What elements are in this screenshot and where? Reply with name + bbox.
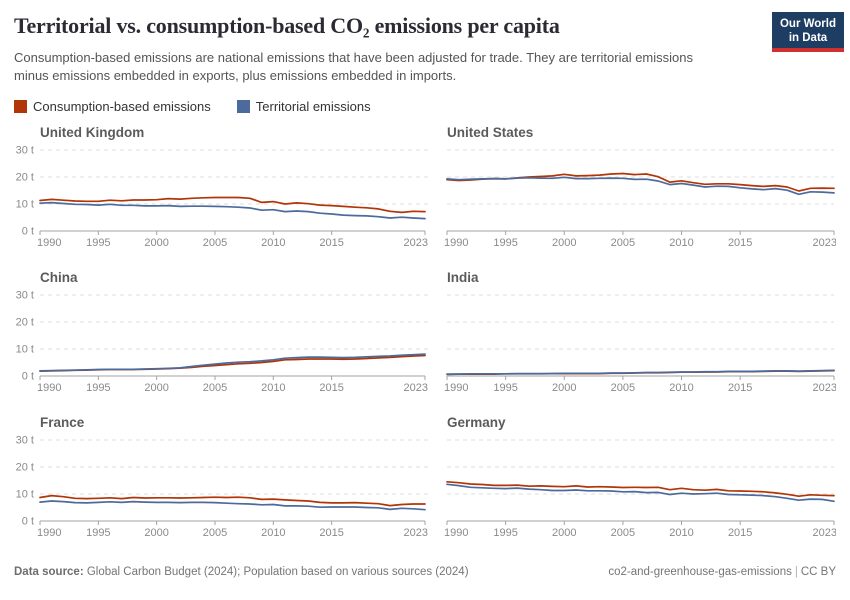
legend: Consumption-based emissions Territorial …: [14, 99, 836, 114]
license-badge: CC BY: [800, 566, 836, 578]
svg-text:30 t: 30 t: [16, 290, 34, 302]
chart-china: China 0 t 10 t 20 t 30 t 1990 1995 2000 2005 201…: [14, 269, 433, 407]
line-chart-germany: 1990 1995 2000 2005 2010 2015 2023: [444, 439, 836, 539]
svg-text:0 t: 0 t: [22, 516, 34, 528]
territorial-swatch-icon: [236, 100, 250, 113]
owid-logo[interactable]: Our World in Data: [772, 12, 844, 52]
svg-text:2000: 2000: [552, 527, 576, 539]
chart-slug: co2-and-greenhouse-gas-emissions: [608, 566, 792, 578]
svg-text:1990: 1990: [37, 527, 61, 539]
svg-text:2005: 2005: [203, 382, 227, 394]
svg-text:1990: 1990: [37, 237, 61, 249]
svg-text:2005: 2005: [611, 382, 635, 394]
line-chart-india: 1990 1995 2000 2005 2010 2015 2023: [444, 294, 836, 394]
legend-item-territorial[interactable]: Territorial emissions: [236, 99, 371, 114]
svg-text:2005: 2005: [203, 237, 227, 249]
svg-text:2010: 2010: [669, 382, 693, 394]
svg-text:2005: 2005: [611, 237, 635, 249]
svg-text:2005: 2005: [203, 527, 227, 539]
footer-divider: |: [794, 566, 798, 578]
data-source-label: Data source:: [14, 566, 84, 578]
data-source: Data source: Global Carbon Budget (2024)…: [14, 566, 469, 578]
legend-label-consumption: Consumption-based emissions: [33, 99, 211, 114]
facet-title-united-states: United States: [447, 125, 534, 140]
svg-text:1995: 1995: [86, 382, 110, 394]
line-chart-united-states: 1990 1995 2000 2005 2010 2015 2023: [444, 149, 836, 249]
facet-title-china: China: [40, 270, 78, 285]
legend-label-territorial: Territorial emissions: [255, 99, 371, 114]
svg-text:30 t: 30 t: [16, 435, 34, 447]
svg-text:1995: 1995: [493, 237, 517, 249]
svg-text:2000: 2000: [552, 382, 576, 394]
chart-united-kingdom: United Kingdom 0 t 10 t 20 t 30 t 1990 1995 20…: [14, 124, 433, 262]
svg-text:10 t: 10 t: [16, 199, 34, 211]
page-title: Territorial vs. consumption-based CO₂ em…: [14, 13, 560, 38]
svg-text:2010: 2010: [669, 237, 693, 249]
svg-text:20 t: 20 t: [16, 462, 34, 474]
svg-text:2010: 2010: [669, 527, 693, 539]
chart-footer: Data source: Global Carbon Budget (2024)…: [14, 566, 836, 578]
chart-united-states: United States 1990 1995 2000 2005 2010 2015 20…: [433, 124, 836, 262]
svg-text:2023: 2023: [813, 382, 836, 394]
svg-text:2015: 2015: [319, 237, 343, 249]
facet-title-united-kingdom: United Kingdom: [40, 125, 145, 140]
consumption-swatch-icon: [14, 100, 27, 113]
svg-text:0 t: 0 t: [22, 371, 34, 383]
svg-text:20 t: 20 t: [16, 172, 34, 184]
chart-grid: United Kingdom 0 t 10 t 20 t 30 t 1990 1995 20…: [14, 124, 836, 552]
facet-title-germany: Germany: [447, 415, 506, 430]
svg-text:2000: 2000: [144, 527, 168, 539]
svg-text:1990: 1990: [444, 527, 468, 539]
svg-text:10 t: 10 t: [16, 344, 34, 356]
svg-text:1990: 1990: [37, 382, 61, 394]
svg-text:2023: 2023: [404, 527, 428, 539]
owid-logo-line2: in Data: [788, 32, 828, 44]
svg-text:10 t: 10 t: [16, 489, 34, 501]
svg-text:2000: 2000: [552, 237, 576, 249]
line-chart-united-kingdom: 0 t 10 t 20 t 30 t 1990 1995 2000 2005 2010 2015 2…: [16, 145, 431, 249]
line-chart-france: 0 t 10 t 20 t 30 t 1990 1995 2000 2005 2010 2015 2…: [16, 435, 431, 539]
svg-text:2015: 2015: [319, 382, 343, 394]
svg-text:2023: 2023: [813, 237, 836, 249]
data-source-text: Global Carbon Budget (2024); Population …: [83, 566, 469, 578]
facet-title-india: India: [447, 270, 479, 285]
legend-item-consumption[interactable]: Consumption-based emissions: [14, 99, 211, 114]
svg-text:2023: 2023: [813, 527, 836, 539]
svg-text:2010: 2010: [261, 527, 285, 539]
svg-text:1995: 1995: [493, 382, 517, 394]
svg-text:1995: 1995: [86, 527, 110, 539]
svg-text:1995: 1995: [86, 237, 110, 249]
svg-text:2000: 2000: [144, 237, 168, 249]
svg-text:1995: 1995: [493, 527, 517, 539]
line-chart-china: 0 t 10 t 20 t 30 t 1990 1995 2000 2005 2010 2015 2…: [16, 290, 431, 394]
svg-text:2015: 2015: [728, 527, 752, 539]
chart-france: France 0 t 10 t 20 t 30 t 1990 1995 2000 2005 20…: [14, 414, 433, 552]
footer-right: co2-and-greenhouse-gas-emissions | CC BY: [608, 566, 836, 578]
svg-text:2015: 2015: [728, 382, 752, 394]
svg-text:20 t: 20 t: [16, 317, 34, 329]
svg-text:2010: 2010: [261, 382, 285, 394]
svg-text:2023: 2023: [404, 382, 428, 394]
svg-text:2000: 2000: [144, 382, 168, 394]
facet-title-france: France: [40, 415, 85, 430]
svg-text:2005: 2005: [611, 527, 635, 539]
svg-text:2015: 2015: [319, 527, 343, 539]
chart-germany: Germany 1990 1995 2000 2005 2010 2015 2023: [433, 414, 836, 552]
svg-text:0 t: 0 t: [22, 226, 34, 238]
svg-text:2015: 2015: [728, 237, 752, 249]
owid-logo-line1: Our World: [779, 18, 836, 30]
svg-text:1990: 1990: [444, 237, 468, 249]
svg-text:1990: 1990: [444, 382, 468, 394]
svg-text:2023: 2023: [404, 237, 428, 249]
chart-india: India 1990 1995 2000 2005 2010 2015 2023: [433, 269, 836, 407]
svg-text:2010: 2010: [261, 237, 285, 249]
svg-text:30 t: 30 t: [16, 145, 34, 157]
chart-subtitle: Consumption-based emissions are national…: [14, 50, 694, 83]
